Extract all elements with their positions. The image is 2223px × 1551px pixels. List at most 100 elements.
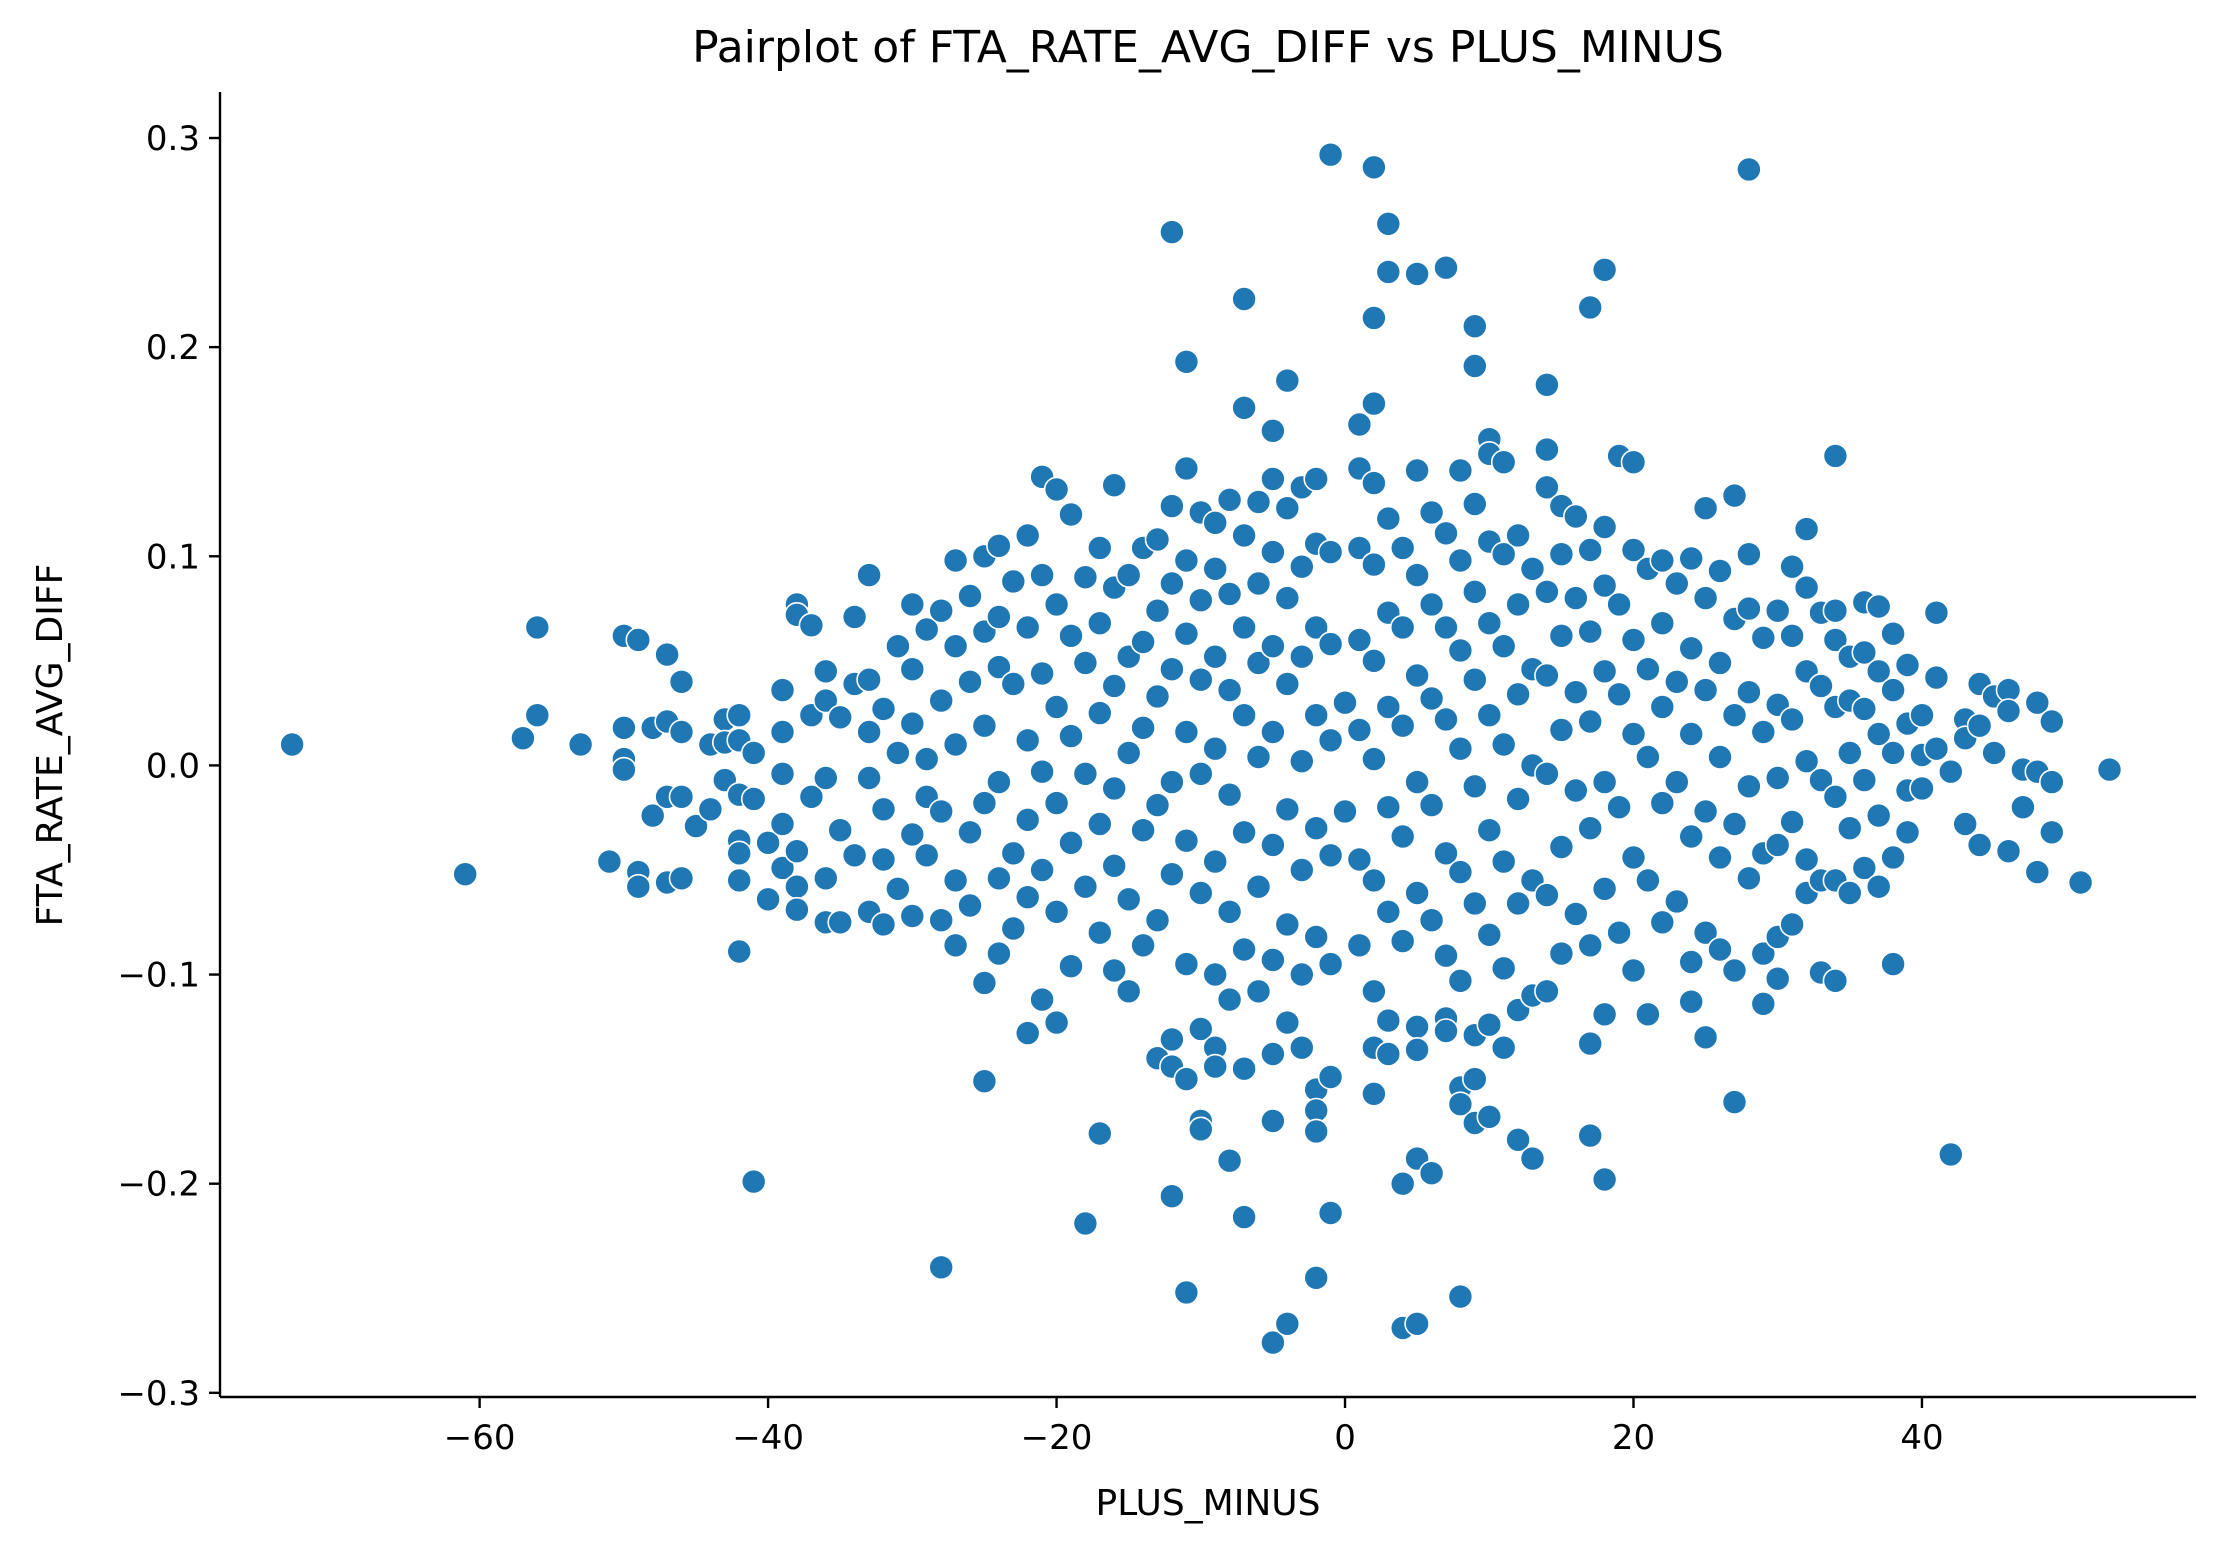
data-point xyxy=(885,740,911,766)
data-point xyxy=(1779,553,1805,580)
data-point xyxy=(1317,1200,1344,1226)
data-point xyxy=(1721,957,1748,984)
data-point xyxy=(1072,760,1099,787)
data-point xyxy=(1245,744,1272,770)
data-point xyxy=(1534,474,1560,501)
data-point xyxy=(1159,1183,1185,1209)
data-point xyxy=(1014,727,1041,754)
data-point xyxy=(1303,1265,1329,1291)
data-point xyxy=(1606,591,1632,618)
data-point xyxy=(1216,781,1243,808)
data-point xyxy=(1462,1066,1488,1092)
data-point xyxy=(1274,671,1301,697)
data-point xyxy=(1851,855,1878,881)
data-point xyxy=(1058,953,1084,980)
data-point xyxy=(2010,794,2036,821)
data-point xyxy=(899,591,926,618)
data-point xyxy=(1216,486,1243,513)
data-point xyxy=(1447,1283,1474,1310)
data-point xyxy=(1822,443,1849,469)
data-point xyxy=(1346,846,1373,873)
data-point xyxy=(1476,921,1503,948)
data-point xyxy=(769,760,796,787)
data-point xyxy=(1274,1009,1301,1036)
data-point xyxy=(510,725,536,752)
data-point xyxy=(1173,620,1200,647)
data-point xyxy=(1375,898,1402,925)
data-point xyxy=(769,719,796,745)
data-point xyxy=(1202,961,1228,988)
data-point xyxy=(740,740,767,766)
data-point xyxy=(1173,1066,1200,1092)
data-point xyxy=(1981,740,2007,766)
data-point xyxy=(1317,1064,1344,1090)
data-point xyxy=(1361,305,1387,331)
data-point xyxy=(1303,466,1329,492)
data-point xyxy=(1245,650,1272,676)
data-point xyxy=(1938,758,1964,785)
y-tick-label: 0.1 xyxy=(146,537,200,577)
data-point xyxy=(1519,1145,1546,1172)
data-point xyxy=(1130,714,1156,741)
data-point xyxy=(1692,677,1719,703)
data-point xyxy=(1173,827,1200,854)
data-point xyxy=(1173,719,1200,745)
data-point xyxy=(1101,852,1127,879)
data-point xyxy=(1433,254,1459,281)
data-point xyxy=(1462,666,1488,693)
data-point xyxy=(1159,656,1185,683)
data-point xyxy=(1591,658,1618,685)
data-point xyxy=(1649,547,1676,574)
x-tick-label: −60 xyxy=(444,1418,516,1458)
data-point xyxy=(1418,1160,1445,1186)
data-point xyxy=(668,865,695,892)
data-point xyxy=(1707,558,1733,584)
data-point xyxy=(1822,597,1849,624)
data-point xyxy=(784,838,810,865)
data-point xyxy=(1260,719,1286,745)
data-point xyxy=(1159,861,1185,888)
data-point xyxy=(1750,624,1777,651)
data-point xyxy=(1361,647,1387,674)
data-point xyxy=(1115,886,1142,913)
data-point xyxy=(1433,840,1459,867)
data-point xyxy=(1188,760,1214,787)
data-point xyxy=(1014,884,1041,911)
data-point xyxy=(1231,702,1257,729)
data-point xyxy=(1880,740,1906,766)
data-point xyxy=(1894,652,1921,678)
data-point xyxy=(625,627,652,653)
data-point xyxy=(1534,578,1560,605)
data-point xyxy=(1389,614,1416,641)
data-point xyxy=(1678,988,1704,1015)
data-point xyxy=(1606,919,1632,946)
data-point xyxy=(1505,522,1531,549)
data-point xyxy=(1216,677,1243,703)
data-point xyxy=(1274,367,1301,394)
data-point xyxy=(1216,986,1243,1013)
data-point xyxy=(2039,708,2065,735)
data-point xyxy=(1779,706,1805,733)
data-point xyxy=(1779,809,1805,835)
data-point xyxy=(1418,685,1445,712)
data-point xyxy=(1851,639,1878,666)
data-point xyxy=(1332,689,1358,716)
data-point xyxy=(1144,683,1171,710)
data-point xyxy=(279,731,305,758)
data-point xyxy=(1375,211,1402,237)
data-point xyxy=(1635,656,1661,683)
data-point xyxy=(1346,411,1373,438)
data-point xyxy=(740,1168,767,1195)
data-point xyxy=(1764,597,1791,624)
data-point xyxy=(1678,545,1704,572)
data-point xyxy=(1202,643,1228,670)
data-point xyxy=(2024,689,2051,716)
data-point xyxy=(1490,633,1517,660)
data-point xyxy=(1865,593,1892,620)
data-point xyxy=(1101,673,1127,699)
data-point xyxy=(957,668,983,695)
data-point xyxy=(1534,662,1560,689)
data-point xyxy=(1361,867,1387,894)
y-tick-label: −0.2 xyxy=(117,1165,200,1205)
